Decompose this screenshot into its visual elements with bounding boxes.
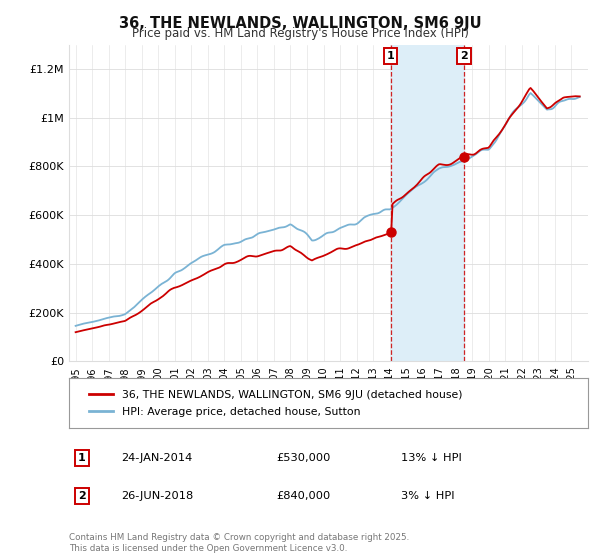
Text: 13% ↓ HPI: 13% ↓ HPI	[401, 452, 462, 463]
Text: 1: 1	[387, 51, 395, 60]
Bar	[391, 45, 464, 361]
Text: 2: 2	[460, 51, 468, 60]
Text: 1: 1	[78, 452, 86, 463]
Text: 36, THE NEWLANDS, WALLINGTON, SM6 9JU: 36, THE NEWLANDS, WALLINGTON, SM6 9JU	[119, 16, 481, 31]
Text: 26-JUN-2018: 26-JUN-2018	[121, 491, 193, 501]
Text: £840,000: £840,000	[277, 491, 331, 501]
Text: Contains HM Land Registry data © Crown copyright and database right 2025.
This d: Contains HM Land Registry data © Crown c…	[69, 533, 409, 553]
Text: 2: 2	[78, 491, 86, 501]
Text: Price paid vs. HM Land Registry's House Price Index (HPI): Price paid vs. HM Land Registry's House …	[131, 27, 469, 40]
Legend: 36, THE NEWLANDS, WALLINGTON, SM6 9JU (detached house), HPI: Average price, deta: 36, THE NEWLANDS, WALLINGTON, SM6 9JU (d…	[85, 385, 466, 421]
Text: £530,000: £530,000	[277, 452, 331, 463]
Text: 24-JAN-2014: 24-JAN-2014	[121, 452, 192, 463]
Text: 3% ↓ HPI: 3% ↓ HPI	[401, 491, 455, 501]
